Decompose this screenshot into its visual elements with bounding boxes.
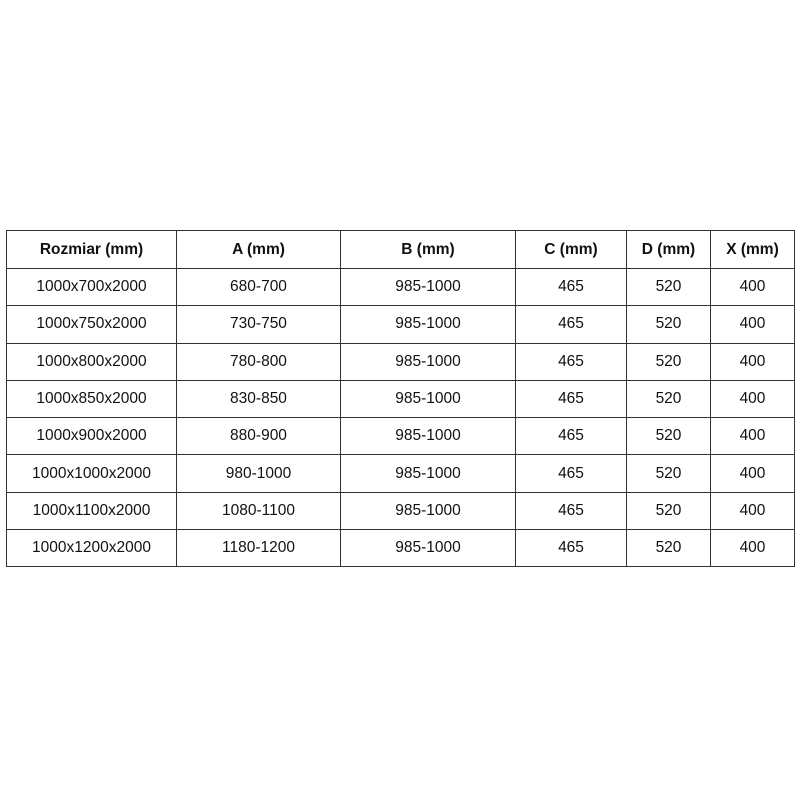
table-row: 1000x700x2000 680-700 985-1000 465 520 400 — [6, 267, 795, 307]
cell-size: 1000x750x2000 — [6, 305, 177, 344]
cell-d: 520 — [626, 529, 711, 568]
cell-b: 985-1000 — [340, 305, 516, 344]
table-row: 1000x850x2000 830-850 985-1000 465 520 400 — [6, 379, 795, 419]
cell-a: 1080-1100 — [176, 491, 341, 531]
column-header-b: B (mm) — [340, 230, 516, 269]
cell-a: 880-900 — [176, 417, 341, 456]
cell-a: 780-800 — [176, 342, 341, 381]
cell-a: 730-750 — [176, 305, 341, 344]
cell-d: 520 — [626, 491, 711, 531]
cell-size: 1000x800x2000 — [6, 342, 177, 381]
column-header-x: X (mm) — [710, 230, 795, 269]
cell-x: 400 — [710, 491, 795, 531]
cell-x: 400 — [710, 267, 795, 307]
cell-a: 680-700 — [176, 267, 341, 307]
dimensions-table: Rozmiar (mm) A (mm) B (mm) C (mm) D (mm) X (m… — [6, 230, 795, 568]
cell-b: 985-1000 — [340, 491, 516, 531]
cell-x: 400 — [710, 529, 795, 568]
cell-c: 465 — [515, 529, 627, 568]
table-body: 1000x700x2000 680-700 985-1000 465 520 400 100… — [6, 267, 795, 568]
cell-size: 1000x1100x2000 — [6, 491, 177, 531]
cell-d: 520 — [626, 454, 711, 493]
cell-b: 985-1000 — [340, 417, 516, 456]
cell-c: 465 — [515, 342, 627, 381]
column-header-c: C (mm) — [515, 230, 627, 269]
cell-a: 1180-1200 — [176, 529, 341, 568]
column-header-a: A (mm) — [176, 230, 341, 269]
table-row: 1000x900x2000 880-900 985-1000 465 520 400 — [6, 417, 795, 456]
cell-d: 520 — [626, 417, 711, 456]
cell-c: 465 — [515, 305, 627, 344]
cell-size: 1000x700x2000 — [6, 267, 177, 307]
table-row: 1000x1100x2000 1080-1100 985-1000 465 520 400 — [6, 491, 795, 531]
column-header-d: D (mm) — [626, 230, 711, 269]
cell-size: 1000x900x2000 — [6, 417, 177, 456]
cell-x: 400 — [710, 417, 795, 456]
cell-d: 520 — [626, 379, 711, 419]
cell-b: 985-1000 — [340, 529, 516, 568]
cell-c: 465 — [515, 454, 627, 493]
table-row: 1000x750x2000 730-750 985-1000 465 520 400 — [6, 305, 795, 344]
cell-b: 985-1000 — [340, 379, 516, 419]
column-header-size: Rozmiar (mm) — [6, 230, 177, 269]
header-row: Rozmiar (mm) A (mm) B (mm) C (mm) D (mm) X (m… — [6, 230, 795, 269]
table-row: 1000x800x2000 780-800 985-1000 465 520 400 — [6, 342, 795, 381]
cell-c: 465 — [515, 491, 627, 531]
cell-size: 1000x850x2000 — [6, 379, 177, 419]
table-row: 1000x1000x2000 980-1000 985-1000 465 520 400 — [6, 454, 795, 493]
cell-x: 400 — [710, 454, 795, 493]
cell-c: 465 — [515, 379, 627, 419]
cell-c: 465 — [515, 417, 627, 456]
cell-b: 985-1000 — [340, 267, 516, 307]
cell-x: 400 — [710, 305, 795, 344]
cell-b: 985-1000 — [340, 454, 516, 493]
cell-d: 520 — [626, 305, 711, 344]
cell-d: 520 — [626, 342, 711, 381]
cell-a: 980-1000 — [176, 454, 341, 493]
cell-b: 985-1000 — [340, 342, 516, 381]
cell-size: 1000x1200x2000 — [6, 529, 177, 568]
cell-d: 520 — [626, 267, 711, 307]
cell-c: 465 — [515, 267, 627, 307]
cell-a: 830-850 — [176, 379, 341, 419]
cell-x: 400 — [710, 379, 795, 419]
table-row: 1000x1200x2000 1180-1200 985-1000 465 520 400 — [6, 529, 795, 568]
cell-size: 1000x1000x2000 — [6, 454, 177, 493]
cell-x: 400 — [710, 342, 795, 381]
